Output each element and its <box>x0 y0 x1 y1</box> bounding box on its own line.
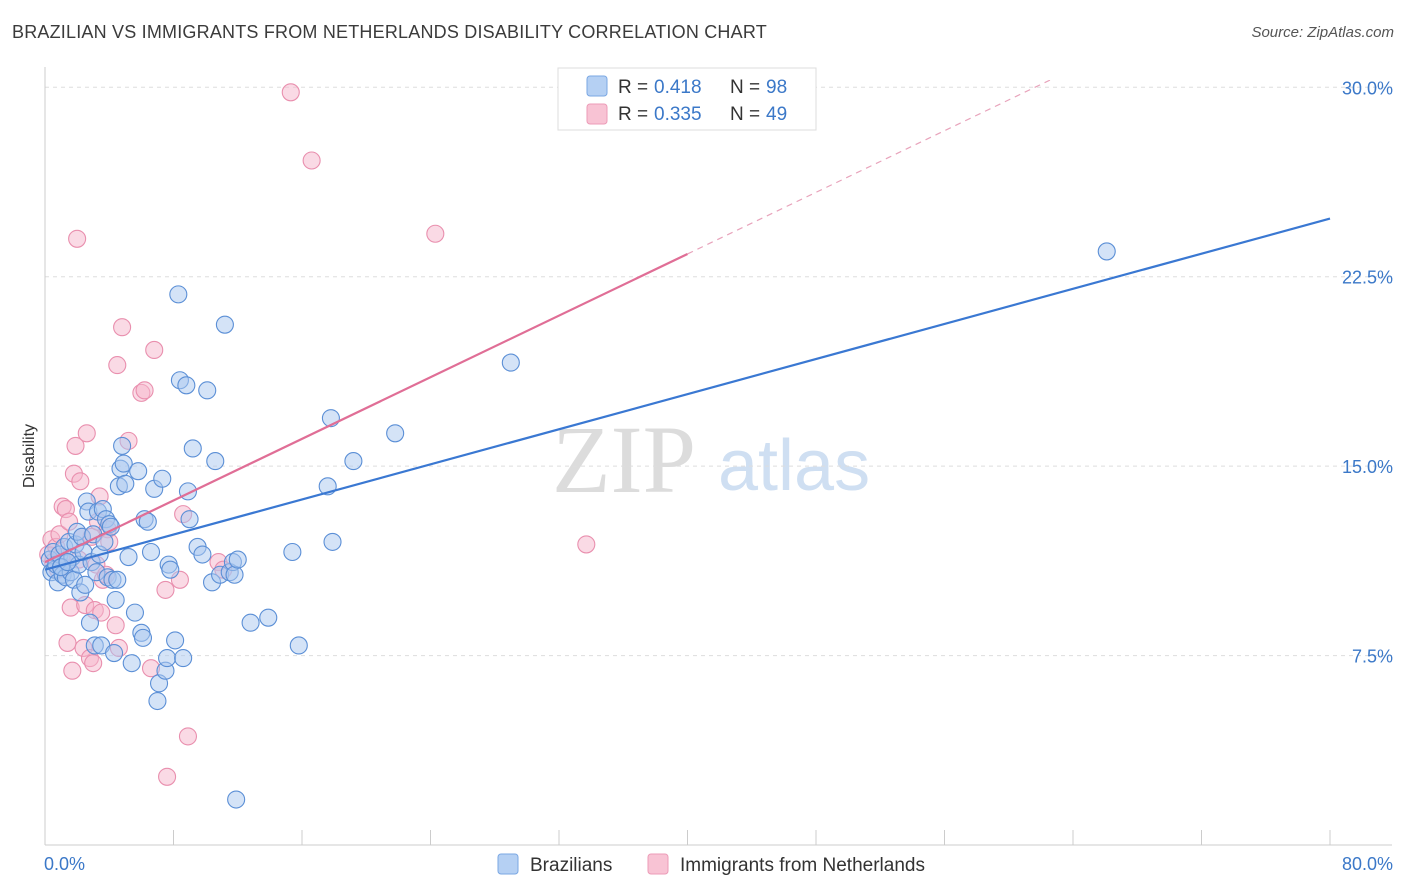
netherlands-point-30 <box>92 603 111 622</box>
trend-lines <box>45 80 1331 571</box>
brazilian-point-87 <box>283 542 302 562</box>
brazilian-point-62 <box>158 649 177 668</box>
brazilian-point-65 <box>166 631 185 650</box>
netherlands-point-48 <box>178 727 198 746</box>
series-netherlands-points <box>39 83 596 786</box>
netherlands-point-36 <box>108 356 127 375</box>
brazilian-point-22 <box>76 575 95 594</box>
trend-line-brazilians <box>45 217 1331 571</box>
x-tick-label-1: 80.0% <box>1342 854 1393 874</box>
brazilian-point-42 <box>108 570 127 589</box>
netherlands-point-18 <box>71 472 90 491</box>
brazilian-point-91 <box>323 532 342 551</box>
brazilian-point-84 <box>228 550 247 569</box>
netherlands-point-16 <box>68 229 87 248</box>
bottom-legend-swatch-pink <box>647 853 669 875</box>
netherlands-point-10 <box>58 633 77 652</box>
brazilian-point-94 <box>501 353 520 372</box>
brazilian-point-86 <box>259 608 278 627</box>
legend-r-label-1: R = <box>618 77 648 98</box>
brazilian-point-66 <box>169 285 188 304</box>
brazilian-point-82 <box>225 565 244 584</box>
y-tick-label-0: 7.5% <box>1352 647 1393 667</box>
netherlands-point-38 <box>113 318 132 337</box>
netherlands-point-13 <box>63 661 82 680</box>
brazilian-point-51 <box>129 462 148 481</box>
brazilian-point-71 <box>180 510 199 529</box>
chart-title: BRAZILIAN VS IMMIGRANTS FROM NETHERLANDS… <box>12 22 767 42</box>
brazilian-point-45 <box>113 436 132 455</box>
y-tick-label-2: 22.5% <box>1342 268 1393 288</box>
brazilian-point-46 <box>114 454 133 473</box>
netherlands-point-41 <box>135 381 154 400</box>
brazilian-point-79 <box>215 315 234 334</box>
netherlands-point-44 <box>156 580 175 599</box>
brazilian-point-95 <box>1097 242 1116 261</box>
brazilian-point-47 <box>116 474 135 493</box>
netherlands-point-45 <box>158 767 177 786</box>
y-axis-title: Disability <box>21 424 38 488</box>
gridlines <box>45 86 1392 657</box>
watermark-zip: ZIP <box>552 406 696 513</box>
brazilian-point-58 <box>148 691 167 711</box>
brazilian-point-60 <box>153 469 172 488</box>
brazilian-point-72 <box>183 439 202 458</box>
brazilian-point-56 <box>141 542 161 562</box>
legend-n-label-1: N = <box>730 77 760 98</box>
brazilian-point-75 <box>198 381 217 400</box>
brazilian-point-93 <box>386 424 405 443</box>
netherlands-point-51 <box>281 83 300 102</box>
brazilian-point-53 <box>133 628 153 647</box>
netherlands-point-54 <box>577 535 596 554</box>
y-tick-label-3: 30.0% <box>1342 78 1393 98</box>
watermark: ZIP atlas <box>552 406 870 513</box>
brazilian-point-83 <box>227 790 246 809</box>
brazilian-point-68 <box>174 649 193 668</box>
legend-r-value-1: 0.418 <box>654 77 702 98</box>
netherlands-point-53 <box>426 224 445 243</box>
legend-n-value-1: 98 <box>766 77 787 98</box>
brazilian-point-64 <box>161 560 180 579</box>
brazilian-point-41 <box>106 590 125 610</box>
brazilian-point-85 <box>241 613 260 632</box>
source-label: Source: ZipAtlas.com <box>1251 24 1394 41</box>
brazilian-point-69 <box>177 376 196 395</box>
brazilian-point-48 <box>119 548 138 567</box>
bottom-legend-netherlands: Immigrants from Netherlands <box>680 855 925 876</box>
legend-r-label-2: R = <box>618 104 648 125</box>
legend: R = 0.418 N = 98 R = 0.335 N = 49 <box>557 67 817 131</box>
y-tick-labels: 7.5% 15.0% 22.5% 30.0% <box>1342 78 1393 666</box>
legend-swatch-pink <box>586 103 608 125</box>
legend-swatch-blue <box>586 75 608 97</box>
netherlands-point-25 <box>84 654 103 673</box>
trend-line-netherlands <box>45 252 688 564</box>
brazilian-point-40 <box>105 643 124 663</box>
brazilian-point-49 <box>122 654 141 673</box>
series-brazilians-points <box>40 242 1116 809</box>
brazilian-point-88 <box>289 636 308 655</box>
brazilian-point-25 <box>80 613 100 632</box>
trend-line-netherlands-extension <box>687 80 1052 255</box>
brazilian-point-77 <box>206 452 225 471</box>
axes <box>44 67 1392 846</box>
netherlands-point-35 <box>106 616 125 635</box>
bottom-legend: Brazilians Immigrants from Netherlands <box>497 853 925 876</box>
netherlands-point-43 <box>145 340 164 359</box>
netherlands-point-52 <box>302 151 321 170</box>
brazilian-point-50 <box>125 603 144 622</box>
legend-n-label-2: N = <box>730 104 760 125</box>
x-tick-label-0: 0.0% <box>44 854 85 874</box>
legend-n-value-2: 49 <box>766 104 787 125</box>
netherlands-point-15 <box>66 436 85 455</box>
bottom-legend-swatch-blue <box>497 853 519 875</box>
brazilian-point-92 <box>344 452 363 471</box>
legend-r-value-2: 0.335 <box>654 104 702 125</box>
bottom-legend-brazilians: Brazilians <box>530 855 612 876</box>
y-tick-label-1: 15.0% <box>1342 457 1393 477</box>
x-tick-labels: 0.0% 80.0% <box>44 854 1393 874</box>
netherlands-point-22 <box>77 424 96 443</box>
brazilian-point-74 <box>193 545 212 564</box>
